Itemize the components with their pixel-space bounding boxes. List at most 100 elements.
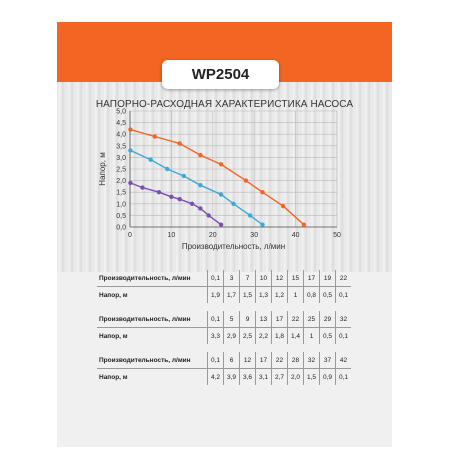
performance-table: Производительность, л/мин 0,1 3 7 10 12 15 17 19… [97, 270, 351, 303]
product-card: WP2504 НАПОРНО-РАСХОДНАЯ ХАРАКТЕРИСТИКА … [57, 22, 392, 447]
row-label: Напор, м [99, 332, 128, 340]
y-tick-label: 0,5 [116, 213, 126, 220]
table-cell: 10 [255, 270, 272, 287]
series-3-point [177, 196, 182, 202]
table-cell: 1,5 [303, 368, 320, 385]
x-tick-label: 20 [209, 232, 217, 239]
table-cell: 3,9 [223, 368, 240, 385]
series-2-point [181, 173, 187, 179]
series-1-point [260, 190, 265, 195]
series-1-point [128, 127, 133, 132]
y-tick-label: 3,0 [116, 155, 126, 162]
row-label: Напор, м [99, 291, 128, 299]
model-label: WP2504 [162, 60, 279, 89]
series-3-point [206, 213, 211, 218]
table-cell: 4,2 [207, 368, 224, 385]
x-tick-label: 30 [250, 232, 258, 239]
x-tick-label: 50 [333, 232, 341, 239]
series-3-point [198, 206, 203, 211]
head-row: Напор, м 3,3 2,9 2,5 2,2 1,8 1,4 1 0,5 0,1 [97, 327, 351, 344]
row-label: Напор, м [99, 373, 128, 381]
flow-row: Производительность, л/мин 0,1 5 9 13 17 22 25 29… [97, 311, 351, 328]
y-tick-label: 3,5 [116, 143, 126, 150]
table-cell: 1,4 [287, 327, 304, 344]
table-cell: 0,8 [303, 286, 320, 303]
flow-row: Производительность, л/мин 0,1 3 7 10 12 15 17 19… [97, 270, 351, 287]
performance-tables: Производительность, л/мин 0,1 3 7 10 12 15 17 19… [97, 270, 351, 393]
table-cell: 22 [287, 311, 304, 328]
table-cell: 37 [319, 352, 336, 369]
series-3-point [140, 185, 145, 190]
table-cell: 1,5 [239, 286, 256, 303]
y-tick-label: 4,0 [116, 132, 126, 139]
table-cell: 0,1 [335, 327, 351, 344]
series-2-point [128, 148, 133, 153]
table-cell: 0,5 [319, 286, 336, 303]
table-cell: 2,7 [271, 368, 288, 385]
table-cell: 1,2 [271, 286, 288, 303]
series-1-point [280, 203, 286, 209]
series-2-point [231, 201, 236, 206]
table-cell: 3,6 [239, 368, 256, 385]
series-3-point [128, 180, 133, 186]
y-tick-label: 4,5 [116, 120, 126, 127]
table-cell: 1,9 [207, 286, 224, 303]
y-tick-label: 1,5 [116, 190, 126, 197]
table-cell: 1 [287, 286, 304, 303]
series-3-point [169, 194, 174, 200]
table-cell: 1 [303, 327, 320, 344]
series-1-point [152, 134, 158, 139]
table-cell: 0,1 [335, 368, 351, 385]
y-tick-label: 0,0 [116, 225, 126, 232]
table-cell: 7 [239, 270, 256, 287]
series-line-1 [130, 128, 305, 226]
series-3-point [189, 201, 195, 206]
table-cell: 12 [271, 270, 288, 287]
x-axis-label: Производительность, л/мин [182, 242, 285, 251]
table-cell: 22 [335, 270, 351, 287]
table-cell: 1,3 [255, 286, 272, 303]
table-cell: 0,5 [319, 327, 336, 344]
table-cell: 2,5 [239, 327, 256, 344]
brushed-metal-background [57, 82, 392, 272]
table-cell: 32 [335, 311, 351, 328]
x-tick-label: 40 [292, 232, 300, 239]
table-cell: 25 [303, 311, 320, 328]
performance-table: Производительность, л/мин 0,1 5 9 13 17 22 25 29… [97, 311, 351, 344]
row-label: Производительность, л/мин [97, 270, 208, 287]
x-tick-label: 0 [128, 232, 132, 239]
table-cell: 42 [335, 352, 351, 369]
row-label: Производительность, л/мин [97, 311, 208, 328]
table-cell: 29 [319, 311, 336, 328]
table-cell: 0,9 [319, 368, 336, 385]
row-label: Производительность, л/мин [97, 352, 208, 369]
performance-table: Производительность, л/мин 0,1 6 12 17 22 28 32 3… [97, 352, 351, 385]
y-tick-label: 2,0 [116, 178, 126, 185]
series-1-point [301, 222, 307, 227]
series-1-point [243, 178, 249, 183]
series-3-point [218, 222, 224, 227]
table-cell: 28 [287, 352, 304, 369]
series-1-point [177, 141, 182, 146]
table-cell: 17 [271, 311, 288, 328]
y-tick-label: 2,5 [116, 167, 126, 174]
table-cell: 0,1 [207, 352, 224, 369]
series-2-point [260, 222, 265, 227]
table-cell: 1,8 [271, 327, 288, 344]
table-cell: 15 [287, 270, 304, 287]
series-3-point [156, 190, 162, 195]
series-2-point [198, 183, 203, 188]
table-cell: 0,1 [207, 311, 224, 328]
head-row: Напор, м 4,2 3,9 3,6 3,1 2,7 2,0 1,5 0,9 0,1 [97, 368, 351, 385]
table-cell: 3 [223, 270, 240, 287]
table-cell: 1,7 [223, 286, 240, 303]
table-cell: 3,1 [255, 368, 272, 385]
table-cell: 17 [255, 352, 272, 369]
series-1-point [198, 152, 203, 158]
table-cell: 32 [303, 352, 320, 369]
table-cell: 19 [319, 270, 336, 287]
table-cell: 0,1 [335, 286, 351, 303]
table-cell: 12 [239, 352, 256, 369]
y-tick-label: 5,0 [116, 109, 126, 116]
head-row: Напор, м 1,9 1,7 1,5 1,3 1,2 1 0,8 0,5 0,1 [97, 286, 351, 303]
